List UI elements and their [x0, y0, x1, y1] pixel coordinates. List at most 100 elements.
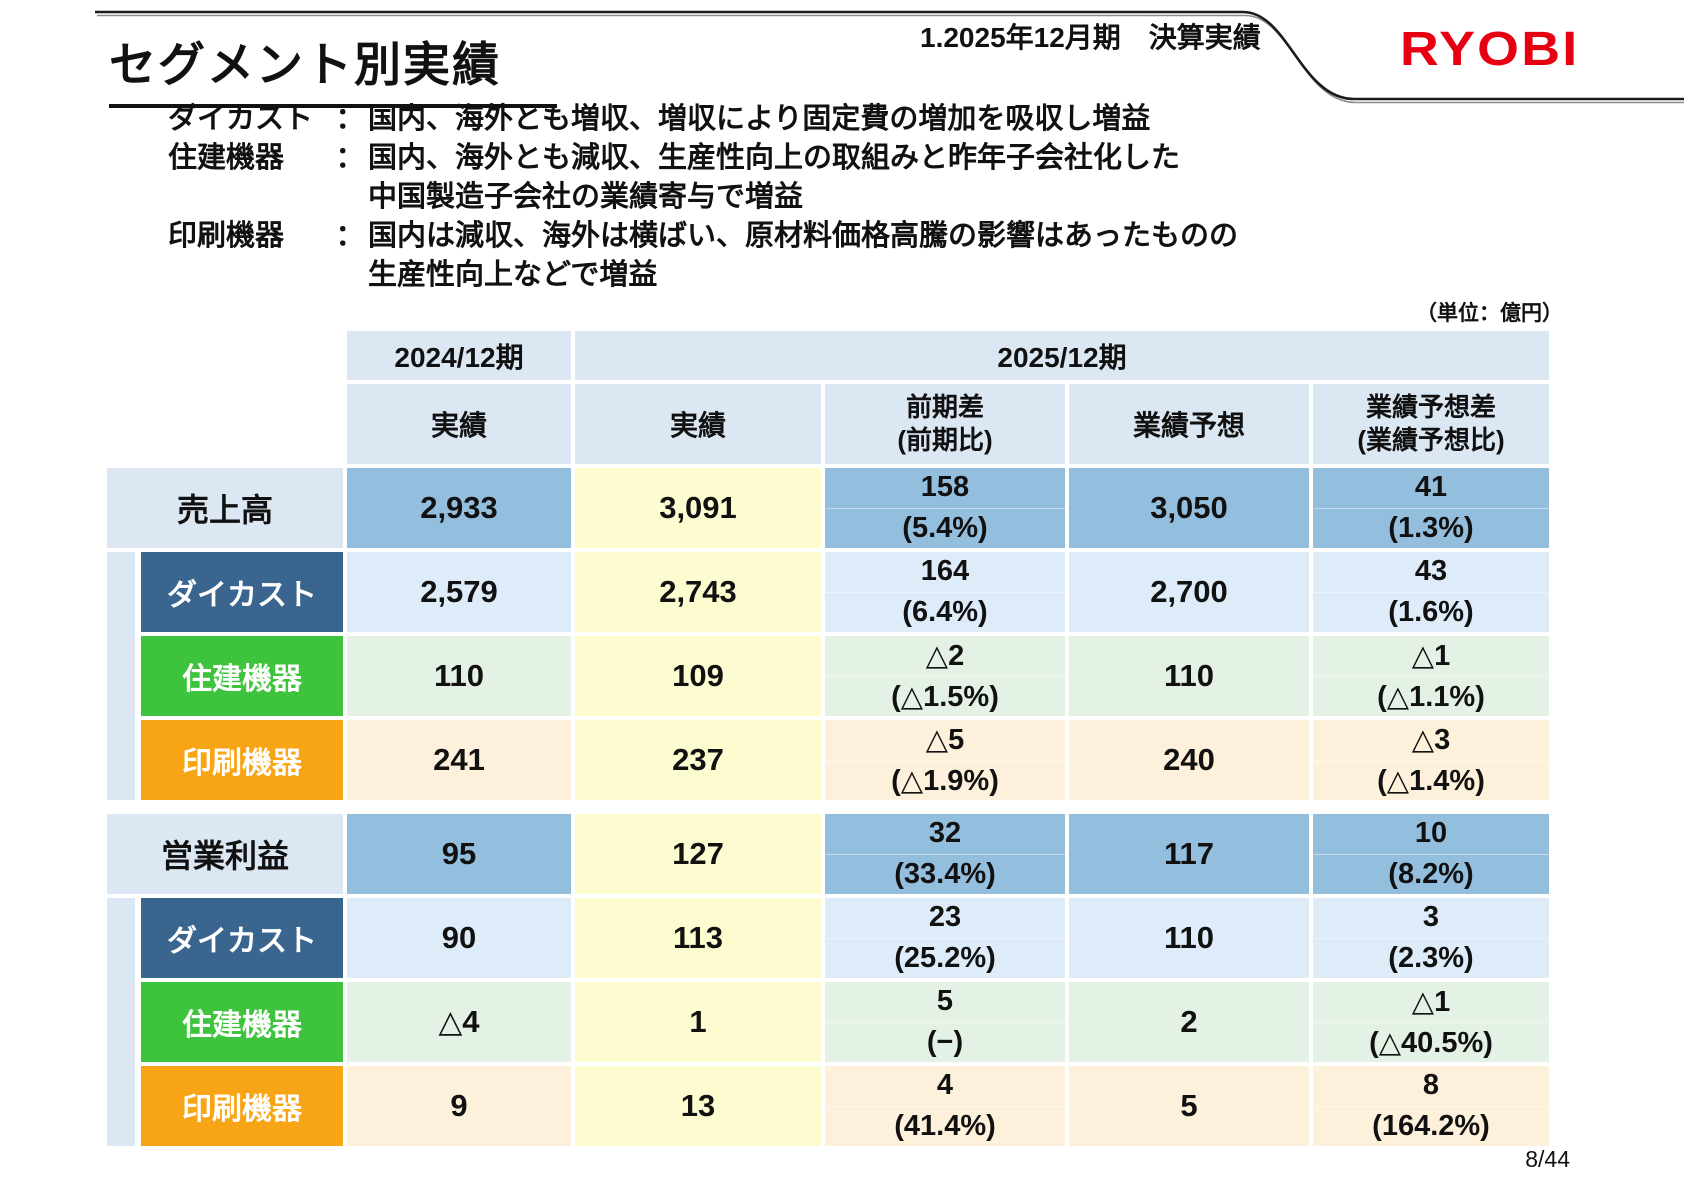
col-header-diff-line1: 前期差: [905, 392, 984, 422]
unit-note: （単位：億円）: [1416, 302, 1563, 325]
indent-strip: [107, 898, 135, 1146]
diff-pct: (6.4%): [825, 591, 1065, 633]
diff-value: 158: [920, 471, 970, 504]
cell-diecast-profit-2024: 90: [347, 898, 571, 978]
fdiff-pct: (△1.1%): [1313, 675, 1549, 717]
cell-opincome-forecast: 117: [1069, 814, 1309, 894]
diff-value: 23: [928, 901, 962, 934]
bullet-term: ダイカスト: [168, 103, 314, 135]
bullet-colon: ：: [335, 103, 365, 135]
diff-value: 4: [936, 1069, 954, 1102]
cell-housing-profit-2024: △4: [347, 982, 571, 1062]
cell-sales-forecast-diff: 41 (1.3%): [1313, 468, 1549, 548]
bullet-text: 国内、海外とも増収、増収により固定費の増加を吸収し増益: [368, 100, 1238, 139]
cell-opincome-diff: 32 (33.4%): [825, 814, 1065, 894]
cell-opincome-2025: 127: [575, 814, 821, 894]
fdiff-value: △1: [1411, 986, 1451, 1019]
col-header-forecast: 業績予想: [1069, 384, 1309, 464]
cell-sales-forecast: 3,050: [1069, 468, 1309, 548]
bullet-line: 国内は減収、海外は横ばい、原材料価格高騰の影響はあったものの: [368, 220, 1239, 252]
fdiff-value: 41: [1414, 471, 1448, 504]
cell-diecast-profit-2025: 113: [575, 898, 821, 978]
col-header-actual-2024: 実績: [347, 384, 571, 464]
diff-pct: (25.2%): [825, 937, 1065, 979]
cell-diecast-profit-forecast: 110: [1069, 898, 1309, 978]
page-title: セグメント別実績: [109, 26, 557, 108]
cell-printing-sales-diff: △5 (△1.9%): [825, 720, 1065, 800]
col-header-fdiff-line1: 業績予想差: [1365, 392, 1496, 422]
col-header-actual-2025: 実績: [575, 384, 821, 464]
cell-housing-sales-2024: 110: [347, 636, 571, 716]
summary-bullets: ダイカスト ： 国内、海外とも増収、増収により固定費の増加を吸収し増益 住建機器…: [168, 100, 1238, 295]
bullet-term: 住建機器: [168, 142, 285, 174]
cell-printing-profit-2024: 9: [347, 1066, 571, 1146]
bullet-line: 国内、海外とも増収、増収により固定費の増加を吸収し増益: [368, 103, 1151, 135]
cell-sales-diff: 158 (5.4%): [825, 468, 1065, 548]
cell-housing-profit-2025: 1: [575, 982, 821, 1062]
fdiff-pct: (△1.4%): [1313, 759, 1549, 801]
cell-printing-sales-forecast-diff: △3 (△1.4%): [1313, 720, 1549, 800]
cell-diecast-sales-2025: 2,743: [575, 552, 821, 632]
indent-strip: [107, 552, 135, 800]
cell-opincome-2024: 95: [347, 814, 571, 894]
fdiff-pct: (1.6%): [1313, 591, 1549, 633]
diff-pct: (41.4%): [825, 1105, 1065, 1147]
cell-housing-sales-forecast-diff: △1 (△1.1%): [1313, 636, 1549, 716]
col-header-diff-line2: (前期比): [897, 425, 993, 455]
diff-pct: (33.4%): [825, 853, 1065, 895]
fdiff-pct: (△40.5%): [1313, 1021, 1549, 1063]
fdiff-value: 10: [1414, 817, 1448, 850]
cell-housing-sales-diff: △2 (△1.5%): [825, 636, 1065, 716]
cell-diecast-sales-2024: 2,579: [347, 552, 571, 632]
fdiff-value: 8: [1422, 1069, 1440, 1102]
diff-pct: (△1.9%): [825, 759, 1065, 801]
bullet-colon: ：: [335, 220, 365, 252]
cell-housing-sales-forecast: 110: [1069, 636, 1309, 716]
section-label: 1.2025年12月期 決算実績: [920, 22, 1261, 53]
bullet-line: 国内、海外とも減収、生産性向上の取組みと昨年子会社化した: [368, 142, 1181, 174]
cell-printing-profit-2025: 13: [575, 1066, 821, 1146]
cell-housing-sales-2025: 109: [575, 636, 821, 716]
cell-housing-profit-forecast-diff: △1 (△40.5%): [1313, 982, 1549, 1062]
row-label-housing-sales: 住建機器: [141, 636, 343, 716]
diff-pct: (−): [825, 1021, 1065, 1063]
diff-value: 164: [920, 555, 970, 588]
fdiff-value: △1: [1411, 640, 1451, 673]
cell-opincome-forecast-diff: 10 (8.2%): [1313, 814, 1549, 894]
diff-value: △5: [925, 724, 965, 757]
cell-diecast-sales-forecast-diff: 43 (1.6%): [1313, 552, 1549, 632]
cell-printing-sales-2025: 237: [575, 720, 821, 800]
cell-diecast-sales-diff: 164 (6.4%): [825, 552, 1065, 632]
row-label-printing-profit: 印刷機器: [141, 1066, 343, 1146]
cell-diecast-profit-forecast-diff: 3 (2.3%): [1313, 898, 1549, 978]
cell-printing-profit-forecast: 5: [1069, 1066, 1309, 1146]
bullet-text: 国内、海外とも減収、生産性向上の取組みと昨年子会社化した 中国製造子会社の業績寄…: [368, 139, 1238, 217]
cell-printing-sales-2024: 241: [347, 720, 571, 800]
fdiff-value: 43: [1414, 555, 1448, 588]
cell-printing-profit-forecast-diff: 8 (164.2%): [1313, 1066, 1549, 1146]
fdiff-value: △3: [1411, 724, 1451, 757]
cell-sales-2024: 2,933: [347, 468, 571, 548]
col-header-fy2024: 2024/12期: [347, 331, 571, 380]
bullet-line: 中国製造子会社の業績寄与で増益: [368, 181, 804, 213]
fdiff-pct: (1.3%): [1313, 507, 1549, 549]
bullet-line: 生産性向上などで増益: [368, 259, 658, 291]
cell-diecast-sales-forecast: 2,700: [1069, 552, 1309, 632]
bullet-text: 国内は減収、海外は横ばい、原材料価格高騰の影響はあったものの 生産性向上などで増…: [368, 217, 1238, 295]
header-divider-line: [95, 10, 1684, 104]
diff-pct: (△1.5%): [825, 675, 1065, 717]
diff-pct: (5.4%): [825, 507, 1065, 549]
col-header-diff: 前期差 (前期比): [825, 384, 1065, 464]
fdiff-value: 3: [1422, 901, 1440, 934]
row-label-housing-profit: 住建機器: [141, 982, 343, 1062]
col-header-fy2025: 2025/12期: [575, 331, 1549, 380]
fdiff-pct: (2.3%): [1313, 937, 1549, 979]
segment-results-table: 2024/12期 2025/12期 実績 実績 前期差 (前期比) 業績予想 業…: [107, 331, 1549, 1146]
cell-printing-profit-diff: 4 (41.4%): [825, 1066, 1065, 1146]
cell-housing-profit-forecast: 2: [1069, 982, 1309, 1062]
fdiff-pct: (164.2%): [1313, 1105, 1549, 1147]
row-label-operating-income: 営業利益: [107, 814, 343, 894]
diff-value: △2: [925, 640, 965, 673]
bullet-term: 印刷機器: [168, 220, 285, 252]
